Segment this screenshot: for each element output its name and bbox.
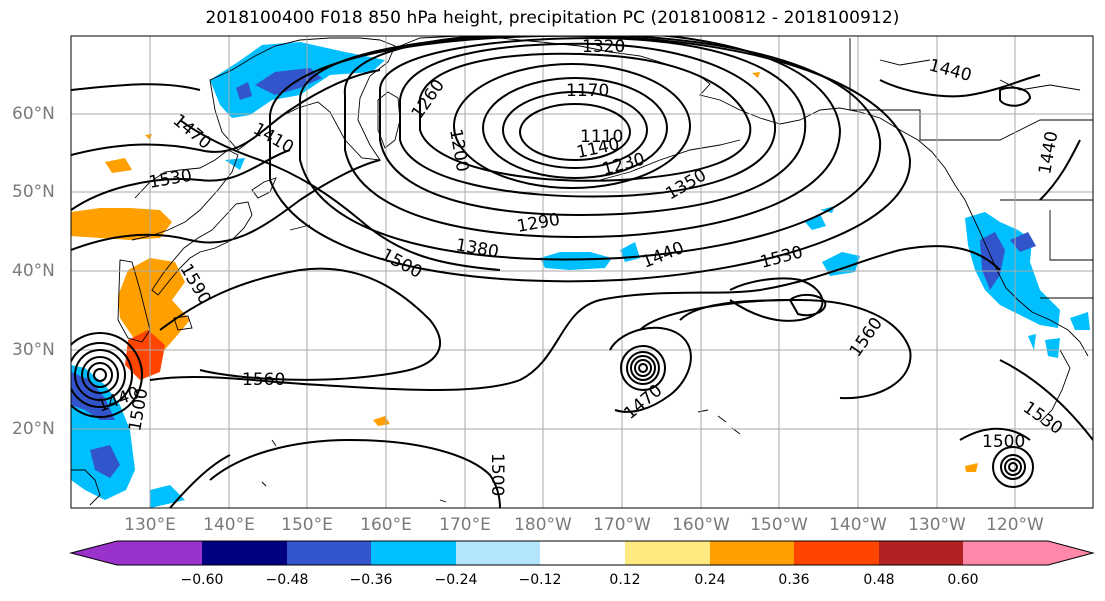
latitude-label: 30°N bbox=[12, 340, 55, 360]
contour-label: 1530 bbox=[758, 242, 805, 273]
contour-label: 1200 bbox=[445, 127, 472, 173]
colorbar-bin bbox=[963, 541, 1048, 565]
longitude-label: 160°W bbox=[672, 515, 730, 535]
colorbar-bin bbox=[540, 541, 625, 565]
contour-label: 1500 bbox=[378, 245, 426, 283]
contour-label: 1530 bbox=[1019, 398, 1066, 439]
colorbar-bin bbox=[710, 541, 794, 565]
contour-label: 1380 bbox=[454, 235, 500, 262]
colorbar-tick-label: 0.12 bbox=[609, 572, 641, 588]
longitude-label: 160°E bbox=[360, 515, 412, 535]
longitude-label: 130°W bbox=[908, 515, 966, 535]
colorbar-bin bbox=[456, 541, 540, 565]
contour-label: 1500 bbox=[982, 432, 1025, 452]
contour-label: 1440 bbox=[639, 238, 687, 273]
colorbar-bin bbox=[1048, 541, 1093, 565]
longitude-label: 140°W bbox=[829, 515, 887, 535]
contour-label: 1500 bbox=[487, 453, 507, 496]
contour-label: 1410 bbox=[250, 119, 297, 158]
contour-label: 1440 bbox=[927, 56, 974, 87]
longitude-label: 180°W bbox=[514, 515, 572, 535]
colorbar bbox=[69, 540, 1095, 566]
longitude-label: 150°E bbox=[281, 515, 333, 535]
gridlines bbox=[71, 36, 1093, 508]
longitude-label: 120°W bbox=[986, 515, 1044, 535]
longitude-label: 140°E bbox=[203, 515, 255, 535]
map-title: 2018100400 F018 850 hPa height, precipit… bbox=[205, 8, 900, 28]
colorbar-bin bbox=[794, 541, 879, 565]
contour-label: 1320 bbox=[582, 37, 625, 57]
colorbar-bin bbox=[71, 541, 117, 565]
contour-label: 1290 bbox=[515, 210, 561, 237]
contour-label: 1260 bbox=[408, 76, 449, 123]
colorbar-tick-label: −0.24 bbox=[434, 572, 478, 588]
contour-label: 1110 bbox=[580, 127, 623, 147]
contour-label: 1440 bbox=[1035, 130, 1062, 176]
contour-label: 1170 bbox=[566, 81, 609, 101]
latitude-label: 40°N bbox=[12, 261, 55, 281]
colorbar-tick-label: −0.36 bbox=[349, 572, 393, 588]
contour-label: 1560 bbox=[242, 370, 285, 390]
colorbar-tick-label: 0.24 bbox=[694, 572, 726, 588]
colorbar-tick-label: −0.12 bbox=[518, 572, 562, 588]
map-frame bbox=[70, 35, 1094, 509]
colorbar-tick-label: 0.48 bbox=[863, 572, 895, 588]
colorbar-tick-label: −0.60 bbox=[180, 572, 224, 588]
colorbar-bin bbox=[371, 541, 456, 565]
latitude-label: 20°N bbox=[12, 419, 55, 439]
longitude-label: 170°E bbox=[439, 515, 491, 535]
height-contours bbox=[71, 36, 1093, 508]
latitude-label: 50°N bbox=[12, 182, 55, 202]
colorbar-bin bbox=[287, 541, 371, 565]
colorbar-tick-label: 0.36 bbox=[778, 572, 810, 588]
precipitation-shading bbox=[71, 42, 1090, 508]
colorbar-bin bbox=[202, 541, 287, 565]
colorbar-outline bbox=[69, 540, 1095, 566]
colorbar-tick-label: 0.60 bbox=[947, 572, 979, 588]
colorbar-tick-label: −0.48 bbox=[265, 572, 309, 588]
colorbar-bin bbox=[117, 541, 202, 565]
longitude-label: 130°E bbox=[124, 515, 176, 535]
colorbar-bin bbox=[879, 541, 963, 565]
colorbar-bin bbox=[625, 541, 710, 565]
longitude-label: 170°W bbox=[593, 515, 651, 535]
contour-label: 1530 bbox=[147, 166, 193, 193]
latitude-label: 60°N bbox=[12, 104, 55, 124]
contour-label: 1560 bbox=[846, 314, 887, 361]
longitude-label: 150°W bbox=[750, 515, 808, 535]
